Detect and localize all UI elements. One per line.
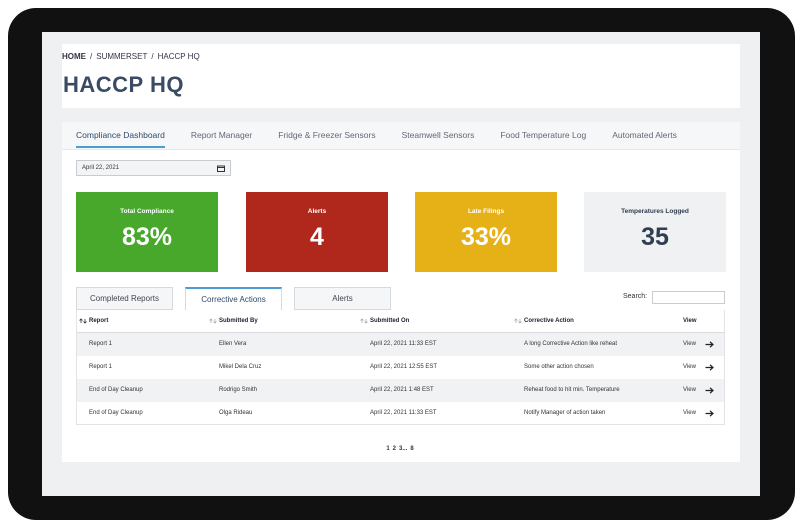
table-cell: April 22, 2021 1:48 EST [370, 387, 434, 393]
table-cell: Rodrigo Smith [219, 387, 258, 393]
card-label: Total Compliance [120, 208, 174, 215]
column-header[interactable]: Report [89, 318, 109, 324]
header [62, 44, 740, 108]
arrow-icon[interactable] [705, 341, 714, 348]
breadcrumb: HOME / SUMMERSET / HACCP HQ [62, 52, 200, 61]
pagination: 1 2 3... 8 [0, 446, 800, 452]
sort-icon[interactable] [514, 318, 523, 324]
tab[interactable]: Report Manager [190, 130, 253, 140]
table-cell: Some other action chosen [524, 364, 594, 370]
card-value: 33% [460, 223, 512, 251]
stat-card: Temperatures Logged 35 [584, 192, 726, 272]
breadcrumb-separator: / [151, 52, 154, 61]
table-row: Report 1 Ellen Vera April 22, 2021 11:33 E… [77, 333, 724, 356]
table-cell: A long Corrective Action like reheat [524, 341, 618, 347]
table-row: End of Day Cleanup Olga Rideau April 22, 2… [77, 402, 724, 425]
tab[interactable]: Food Temperature Log [500, 130, 587, 140]
arrow-icon[interactable] [705, 387, 714, 394]
column-header: View [683, 318, 697, 324]
card-value: 35 [641, 223, 669, 251]
table-cell: Notify Manager of action taken [524, 410, 606, 416]
card-label: Late Filings [467, 208, 505, 215]
page-title: HACCP HQ [63, 72, 184, 97]
table-cell: End of Day Cleanup [89, 387, 143, 393]
table-cell: April 22, 2021 11:33 EST [370, 410, 437, 416]
subtab[interactable]: Corrective Actions [185, 287, 282, 310]
card-label: Temperatures Logged [621, 208, 689, 215]
table-cell: April 22, 2021 12:55 EST [370, 364, 438, 370]
tabs: Compliance Dashboard Report Manager Fridge… [76, 130, 677, 148]
tab-bar [62, 122, 740, 150]
calendar-icon[interactable] [217, 165, 225, 172]
breadcrumb-separator: / [90, 52, 93, 61]
subtabs: Completed Reports Corrective Actions Alert… [76, 287, 403, 310]
tab[interactable]: Compliance Dashboard [76, 130, 165, 148]
table-cell: Ellen Vera [219, 341, 247, 347]
arrow-icon[interactable] [705, 410, 714, 417]
table-cell: Report 1 [89, 364, 113, 370]
card-label: Alerts [307, 208, 327, 215]
column-header[interactable]: Submitted On [370, 318, 410, 324]
table-header: Report Submitted By Submitted On Corrective… [77, 310, 724, 333]
stat-card: Late Filings 33% [415, 192, 557, 272]
stat-card: Alerts 4 [246, 192, 388, 272]
subtab[interactable]: Completed Reports [76, 287, 173, 310]
tab[interactable]: Automated Alerts [612, 130, 677, 140]
panel [62, 122, 740, 462]
arrow-icon[interactable] [705, 364, 714, 371]
sort-icon[interactable] [79, 318, 88, 324]
view-link[interactable]: View [683, 341, 696, 347]
table-row: Report 1 Mikel Dela Cruz April 22, 2021 12… [77, 356, 724, 379]
search-box[interactable] [652, 291, 725, 304]
column-header[interactable]: Submitted By [219, 318, 258, 324]
table-cell: Reheat food to hit min. Temperature [524, 387, 620, 393]
view-link[interactable]: View [683, 387, 696, 393]
view-link[interactable]: View [683, 364, 696, 370]
table-row: End of Day Cleanup Rodrigo Smith April 22,… [77, 379, 724, 402]
column-header[interactable]: Corrective Action [524, 318, 574, 324]
page-link[interactable]: 1 [386, 446, 390, 452]
tab[interactable]: Steamwell Sensors [401, 130, 475, 140]
page-link[interactable]: 2 [392, 446, 396, 452]
breadcrumb-item[interactable]: HOME [62, 52, 86, 61]
table-cell: End of Day Cleanup [89, 410, 143, 416]
date-text: April 22, 2021 [82, 165, 120, 171]
page-link[interactable]: 8 [410, 446, 414, 452]
page-link[interactable]: 3... [399, 446, 408, 452]
table-cell: April 22, 2021 11:33 EST [370, 341, 437, 347]
sort-icon[interactable] [209, 318, 218, 324]
table-cell: Olga Rideau [219, 410, 253, 416]
stat-card: Total Compliance 83% [76, 192, 218, 272]
table: Report Submitted By Submitted On Corrective… [76, 310, 725, 425]
breadcrumb-item[interactable]: SUMMERSET [96, 52, 148, 61]
tab[interactable]: Fridge & Freezer Sensors [278, 130, 376, 140]
date-input[interactable]: April 22, 2021 [76, 160, 231, 176]
card-value: 4 [310, 223, 324, 251]
card-value: 83% [121, 223, 173, 251]
table-cell: Report 1 [89, 341, 113, 347]
search-label: Search: [623, 293, 648, 300]
breadcrumb-item[interactable]: HACCP HQ [157, 52, 200, 61]
sort-icon[interactable] [360, 318, 369, 324]
view-link[interactable]: View [683, 410, 696, 416]
subtab[interactable]: Alerts [294, 287, 391, 310]
table-cell: Mikel Dela Cruz [219, 364, 262, 370]
